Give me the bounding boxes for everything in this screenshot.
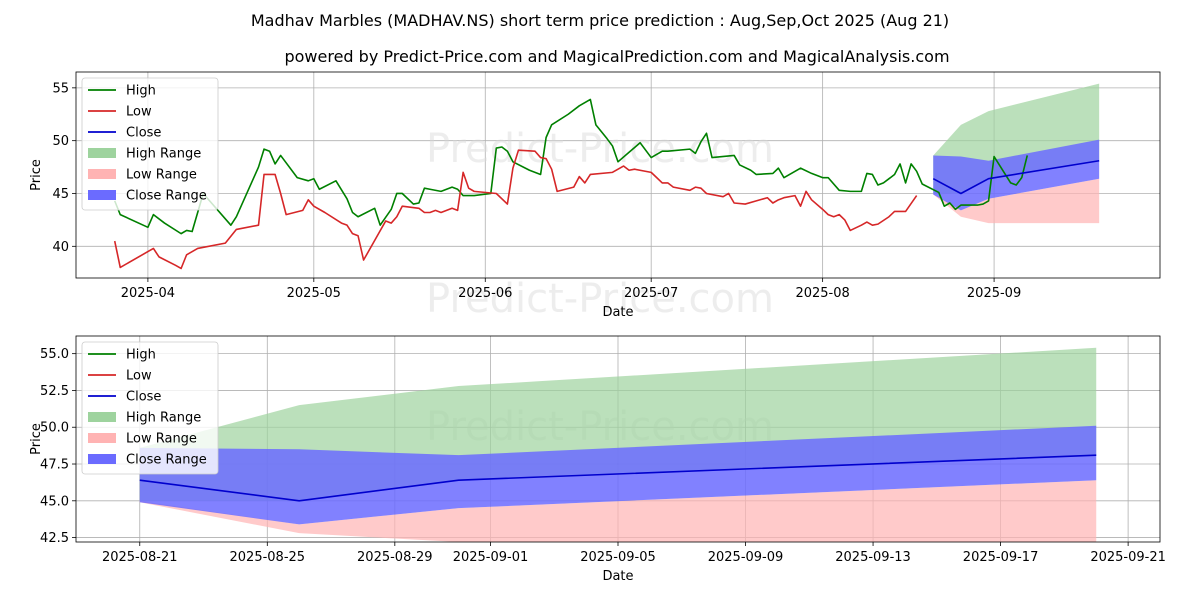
legend-label: Low [126,105,152,120]
x-tick-label: 2025-09 [967,286,1021,301]
legend-label: High [126,348,156,363]
legend-swatch-close-range [88,190,116,200]
plot-area [113,83,1100,270]
top-plot: Predict-Price.com Predict-Price.com 40 45 50… [29,71,1161,322]
y-axis-label: Price [29,423,44,455]
y-tick-label: 45.0 [40,494,69,509]
x-axis-label: Date [602,569,633,584]
x-tick-label: 2025-09-09 [708,550,784,565]
plot-frame [75,71,1161,279]
legend-label: Low Range [126,168,197,183]
x-tick-label: 2025-09-21 [1090,550,1166,565]
x-tick-label: 2025-09-13 [835,550,911,565]
legend-label: Close [126,390,161,405]
y-tick-label: 50.0 [40,421,69,436]
series-line-low [113,149,918,270]
series-line-close [139,454,1097,502]
chart-title: Madhav Marbles (MADHAV.NS) short term pr… [251,11,949,30]
x-tick-label: 2025-05 [287,286,341,301]
x-tick-label: 2025-08-29 [357,550,433,565]
plot-area [139,347,1097,542]
bottom-plot: Predict-Price.com42.545.047.550.052.555.… [29,335,1166,584]
x-tick-label: 2025-09-05 [580,550,656,565]
watermark-text: Predict-Price.com [426,276,774,322]
series-line-high [113,98,1029,235]
legend-label: High Range [126,147,201,162]
chart-subtitle: powered by Predict-Price.com and Magical… [284,47,949,66]
legend-swatch-close-range [88,454,116,464]
watermark-text: Predict-Price.com [426,126,774,172]
y-tick-label: 52.5 [40,384,69,399]
series-line-close [932,159,1100,195]
y-tick-label: 55.0 [40,347,69,362]
legend-swatch-low-range [88,169,116,179]
band-low-range [933,178,1100,224]
x-tick-label: 2025-04 [121,286,175,301]
legend-label: Close Range [126,189,207,204]
legend-label: Low Range [126,432,197,447]
x-tick-label: 2025-08-21 [102,550,178,565]
legend-swatch-high-range [88,148,116,158]
x-tick-label: 2025-07 [624,286,678,301]
x-tick-label: 2025-08-25 [230,550,306,565]
y-tick-label: 50 [52,134,69,149]
band-close-range [139,425,1097,525]
y-tick-label: 47.5 [40,458,69,473]
band-low-range [139,480,1097,542]
y-axis-label: Price [29,159,44,191]
legend-label: Close Range [126,453,207,468]
y-tick-label: 55 [52,81,69,96]
legend-swatch-low-range [88,433,116,443]
x-tick-label: 2025-09-01 [453,550,529,565]
y-tick-label: 40 [52,240,69,255]
x-tick-label: 2025-09-17 [963,550,1039,565]
legend-label: Close [126,126,161,141]
legend-label: Low [126,369,152,384]
legend: High Low Close High Range Low Range Close Ran… [81,77,219,211]
legend: High Low Close High Range Low Range Close Ran… [81,341,219,475]
legend-label: High [126,84,156,99]
x-tick-label: 2025-08 [795,286,849,301]
y-tick-label: 45 [52,187,69,202]
x-tick-label: 2025-06 [458,286,512,301]
y-tick-label: 42.5 [40,531,69,546]
legend-swatch-high-range [88,412,116,422]
x-axis-label: Date [602,305,633,320]
legend-label: High Range [126,411,201,426]
